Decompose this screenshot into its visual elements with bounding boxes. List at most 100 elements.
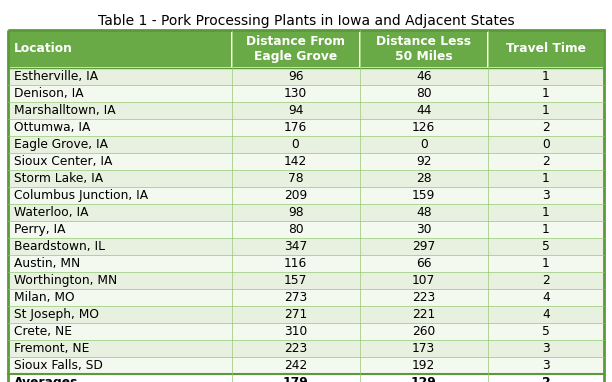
Bar	[360, 170, 488, 187]
Bar	[360, 255, 488, 272]
Bar	[8, 85, 231, 102]
Text: 2: 2	[542, 121, 550, 134]
Bar	[488, 204, 604, 221]
Bar	[8, 30, 231, 68]
Bar	[488, 221, 604, 238]
Bar	[231, 238, 360, 255]
Bar	[360, 85, 488, 102]
Text: 271: 271	[284, 308, 307, 321]
Text: 223: 223	[412, 291, 435, 304]
Text: 310: 310	[284, 325, 307, 338]
Bar	[488, 85, 604, 102]
Bar	[231, 119, 360, 136]
Text: 116: 116	[284, 257, 307, 270]
Bar	[8, 68, 231, 85]
Bar	[8, 119, 231, 136]
Text: Table 1 - Pork Processing Plants in Iowa and Adjacent States: Table 1 - Pork Processing Plants in Iowa…	[98, 14, 514, 28]
Text: Milan, MO: Milan, MO	[14, 291, 75, 304]
Text: 176: 176	[284, 121, 307, 134]
Text: 1: 1	[542, 172, 550, 185]
Text: 242: 242	[284, 359, 307, 372]
Text: 3: 3	[542, 189, 550, 202]
Bar	[231, 136, 360, 153]
Text: 0: 0	[542, 138, 550, 151]
Text: Estherville, IA: Estherville, IA	[14, 70, 98, 83]
Bar	[8, 255, 231, 272]
Text: Storm Lake, IA: Storm Lake, IA	[14, 172, 103, 185]
Text: 0: 0	[420, 138, 428, 151]
Text: 2: 2	[542, 274, 550, 287]
Text: 0: 0	[292, 138, 299, 151]
Bar	[8, 289, 231, 306]
Bar	[360, 119, 488, 136]
Bar	[488, 255, 604, 272]
Bar	[231, 255, 360, 272]
Text: 46: 46	[416, 70, 431, 83]
Text: 173: 173	[412, 342, 435, 355]
Bar	[231, 153, 360, 170]
Bar	[488, 153, 604, 170]
Bar	[231, 170, 360, 187]
Text: 1: 1	[542, 257, 550, 270]
Text: 130: 130	[284, 87, 307, 100]
Bar	[231, 374, 360, 382]
Text: Crete, NE: Crete, NE	[14, 325, 72, 338]
Bar	[8, 357, 231, 374]
Bar	[8, 306, 231, 323]
Text: 3: 3	[542, 359, 550, 372]
Bar	[360, 204, 488, 221]
Bar	[231, 221, 360, 238]
Text: Beardstown, IL: Beardstown, IL	[14, 240, 105, 253]
Bar	[360, 68, 488, 85]
Bar	[8, 153, 231, 170]
Text: 223: 223	[284, 342, 307, 355]
Text: 347: 347	[284, 240, 307, 253]
Text: Worthington, MN: Worthington, MN	[14, 274, 118, 287]
Text: Perry, IA: Perry, IA	[14, 223, 65, 236]
Text: 5: 5	[542, 240, 550, 253]
Text: 78: 78	[288, 172, 304, 185]
Bar	[488, 102, 604, 119]
Bar	[488, 323, 604, 340]
Bar	[488, 187, 604, 204]
Bar	[488, 30, 604, 68]
Bar	[360, 187, 488, 204]
Bar	[8, 221, 231, 238]
Bar	[8, 136, 231, 153]
Text: Travel Time: Travel Time	[506, 42, 586, 55]
Bar	[231, 289, 360, 306]
Text: 1: 1	[542, 87, 550, 100]
Bar	[360, 30, 488, 68]
Text: 1: 1	[542, 104, 550, 117]
Text: 4: 4	[542, 308, 550, 321]
Text: Location: Location	[14, 42, 73, 55]
Bar	[231, 68, 360, 85]
Text: 1: 1	[542, 70, 550, 83]
Text: 98: 98	[288, 206, 304, 219]
Text: 2: 2	[542, 376, 550, 382]
Bar	[231, 272, 360, 289]
Bar	[8, 170, 231, 187]
Bar	[231, 187, 360, 204]
Bar	[360, 221, 488, 238]
Bar	[360, 323, 488, 340]
Bar	[8, 374, 231, 382]
Text: Austin, MN: Austin, MN	[14, 257, 80, 270]
Bar	[360, 289, 488, 306]
Bar	[8, 102, 231, 119]
Text: 48: 48	[416, 206, 431, 219]
Text: Distance Less
50 Miles: Distance Less 50 Miles	[376, 35, 471, 63]
Text: 96: 96	[288, 70, 304, 83]
Text: Averages: Averages	[14, 376, 78, 382]
Text: 221: 221	[412, 308, 435, 321]
Text: 129: 129	[411, 376, 436, 382]
Bar	[8, 238, 231, 255]
Text: 1: 1	[542, 206, 550, 219]
Text: Distance From
Eagle Grove: Distance From Eagle Grove	[246, 35, 345, 63]
Bar	[488, 306, 604, 323]
Text: 157: 157	[284, 274, 307, 287]
Bar	[488, 119, 604, 136]
Bar	[488, 238, 604, 255]
Text: 2: 2	[542, 155, 550, 168]
Text: St Joseph, MO: St Joseph, MO	[14, 308, 99, 321]
